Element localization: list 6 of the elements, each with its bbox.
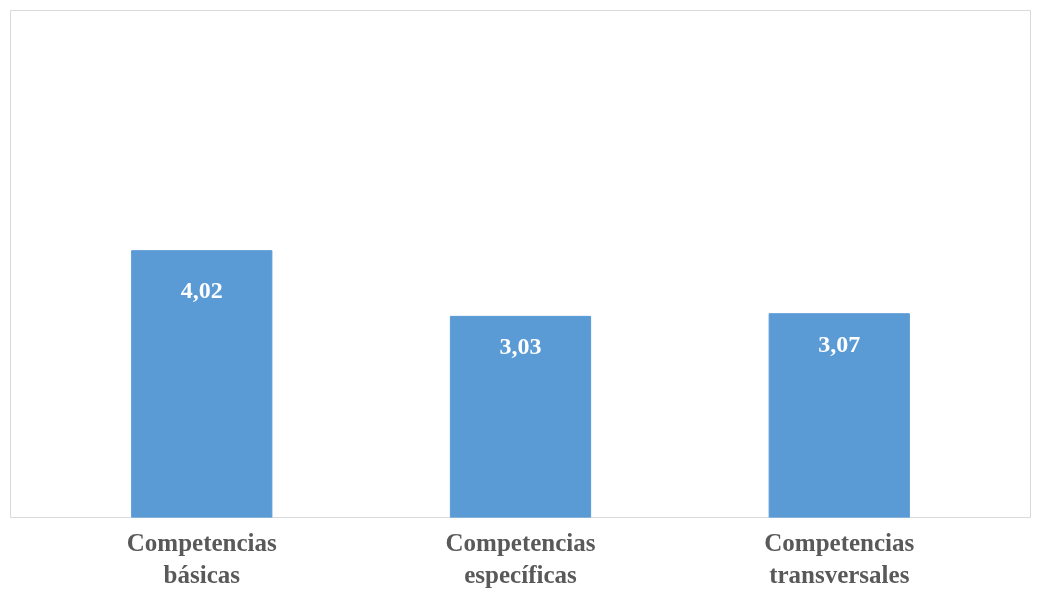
data-label: 3,07 [818, 330, 861, 357]
data-label: 4,02 [180, 277, 223, 304]
x-tick-label: Competencias transversales [764, 528, 915, 588]
x-tick-label: Competencias específicas [445, 528, 596, 588]
data-label: 3,03 [499, 333, 542, 360]
x-tick-label: Competencias básicas [126, 528, 278, 588]
